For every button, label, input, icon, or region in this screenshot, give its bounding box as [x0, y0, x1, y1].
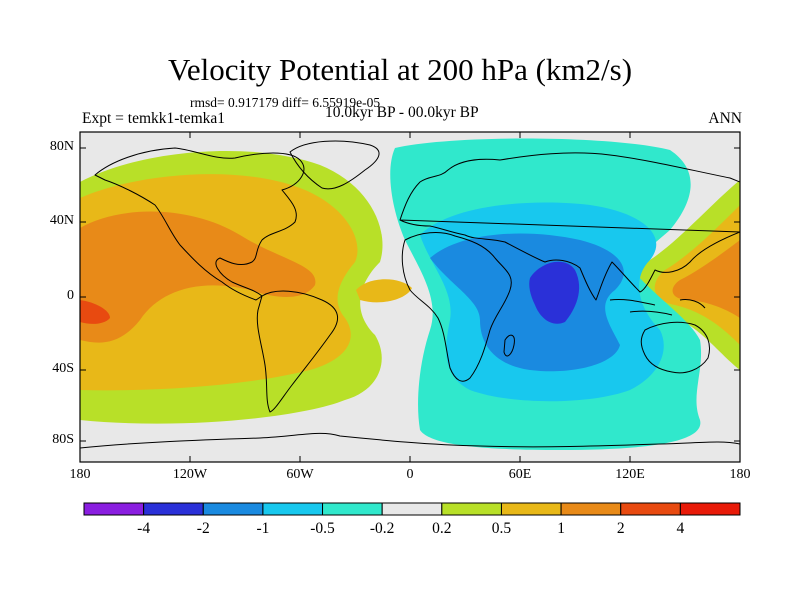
contour-0.5-atlantic — [356, 279, 412, 303]
colorbar-label: 0.5 — [491, 520, 512, 537]
contour-minus-1 — [430, 233, 624, 372]
contour-fields — [80, 138, 740, 450]
colorbar-swatch — [441, 502, 502, 516]
contour-1 — [80, 211, 316, 343]
colorbar-swatch — [381, 502, 443, 516]
coast-indonesia — [609, 299, 706, 316]
colorbar-swatch — [560, 502, 622, 516]
stats-text: rmsd= 0.917179 diff= 6.55919e-05 — [190, 95, 381, 110]
x-tick-label: 120E — [615, 467, 645, 482]
coast-south-america — [256, 290, 338, 413]
x-tick-label: 60W — [286, 467, 314, 482]
coast-north-america — [94, 147, 305, 301]
contour-minus-2 — [529, 261, 580, 324]
x-tick-label: 180 — [69, 467, 91, 482]
y-tick-label: 40N — [49, 213, 74, 228]
colorbar-swatch — [83, 502, 145, 516]
colorbar-label: -1 — [256, 520, 270, 537]
contour-1-wpac — [672, 240, 740, 318]
x-tick-label: 120W — [172, 467, 208, 482]
map-title: Velocity Potential at 200 hPa (km2/s) — [167, 52, 633, 87]
colorbar-label: -2 — [196, 520, 210, 537]
coastlines — [80, 140, 740, 449]
colorbar-label: -4 — [137, 520, 151, 537]
coast-eurasia — [399, 152, 740, 301]
x-tick-label: 0 — [406, 467, 414, 482]
y-tick-label: 40S — [52, 361, 74, 376]
coast-australia — [640, 321, 710, 374]
contour-2 — [80, 300, 110, 324]
axis-ticks — [79, 132, 741, 462]
y-tick-label: 0 — [67, 288, 74, 303]
coast-madagascar — [503, 334, 515, 357]
colorbar-swatch — [262, 502, 324, 516]
colorbar-swatch — [620, 502, 681, 516]
coast-antarctica — [80, 432, 740, 449]
colorbar-label: 1 — [557, 520, 565, 537]
colorbar-label: -0.2 — [369, 520, 395, 537]
colorbar-swatch — [202, 502, 264, 516]
experiment-label: Expt = temkk1-temka1 — [82, 110, 226, 127]
x-tick-label: 60E — [508, 467, 532, 482]
colorbar-label: 0.2 — [432, 520, 452, 537]
colorbar-swatch — [322, 502, 383, 516]
x-tick-label: 180 — [729, 467, 751, 482]
period-label: 10.0kyr BP - 00.0kyr BP — [325, 104, 479, 121]
colorbar-label: 4 — [676, 520, 685, 537]
colorbar-swatch — [679, 502, 741, 516]
coast-africa — [401, 232, 512, 382]
y-tick-label: 80N — [49, 139, 74, 154]
y-tick-label: 80S — [52, 432, 74, 447]
coast-greenland — [289, 140, 380, 190]
colorbar-swatch — [143, 502, 204, 516]
season-label: ANN — [708, 110, 742, 127]
colorbar-label: -0.5 — [310, 520, 335, 537]
colorbar-label: 2 — [616, 520, 625, 537]
colorbar-swatch — [500, 502, 562, 516]
colorbar — [83, 502, 741, 516]
